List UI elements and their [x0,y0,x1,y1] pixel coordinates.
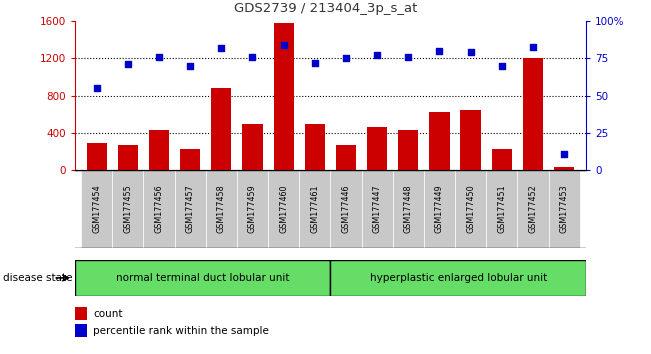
Text: GDS2739 / 213404_3p_s_at: GDS2739 / 213404_3p_s_at [234,2,417,15]
Bar [367,127,387,170]
Bar [330,170,361,248]
Text: GSM177451: GSM177451 [497,184,506,233]
Bar [206,170,237,248]
Bar [268,170,299,248]
Bar [393,170,424,248]
Bar [429,112,450,170]
Point [559,151,569,156]
Text: disease state: disease state [3,273,73,283]
Point [154,54,164,60]
Bar [118,145,138,170]
Point [403,54,413,60]
Point [372,53,382,58]
Bar [87,143,107,170]
Point [247,54,258,60]
Bar [211,88,232,170]
Bar [75,307,87,320]
Bar [174,170,206,248]
Point [434,48,445,54]
Bar [143,170,174,248]
Text: GSM177452: GSM177452 [529,184,538,233]
Text: GSM177456: GSM177456 [154,184,163,233]
Bar [486,170,518,248]
Text: GSM177449: GSM177449 [435,184,444,233]
Bar [424,170,455,248]
Text: count: count [93,309,123,319]
Text: GSM177457: GSM177457 [186,184,195,233]
Bar [149,130,169,170]
Bar [460,110,480,170]
Point [528,44,538,49]
Text: GSM177447: GSM177447 [372,184,381,233]
Bar [330,260,586,296]
Text: GSM177460: GSM177460 [279,184,288,233]
Bar [305,124,325,170]
Text: GSM177461: GSM177461 [311,184,319,233]
Bar [361,170,393,248]
Point [122,62,133,67]
Point [340,56,351,61]
Point [310,60,320,66]
Bar [180,149,201,170]
Text: GSM177448: GSM177448 [404,184,413,233]
Text: GSM177458: GSM177458 [217,184,226,233]
Bar [398,130,419,170]
Text: GSM177446: GSM177446 [342,184,350,233]
Point [216,45,227,51]
Point [185,63,195,69]
Text: GSM177459: GSM177459 [248,184,257,233]
Bar [75,324,87,337]
Text: GSM177455: GSM177455 [123,184,132,233]
Text: GSM177450: GSM177450 [466,184,475,233]
Bar [523,58,543,170]
Text: GSM177454: GSM177454 [92,184,101,233]
Bar [237,170,268,248]
Text: normal terminal duct lobular unit: normal terminal duct lobular unit [116,273,290,283]
Text: percentile rank within the sample: percentile rank within the sample [93,326,269,336]
Bar [336,145,356,170]
Text: hyperplastic enlarged lobular unit: hyperplastic enlarged lobular unit [370,273,547,283]
Bar [492,149,512,170]
Bar [554,167,574,170]
Bar [455,170,486,248]
Bar [75,260,330,296]
Bar [242,124,262,170]
Bar [299,170,331,248]
Text: GSM177453: GSM177453 [560,184,568,233]
Bar [549,170,579,248]
Bar [273,23,294,170]
Point [497,63,507,69]
Point [465,50,476,55]
Bar [81,170,112,248]
Bar [518,170,549,248]
Point [92,85,102,91]
Point [279,42,289,48]
Bar [112,170,143,248]
